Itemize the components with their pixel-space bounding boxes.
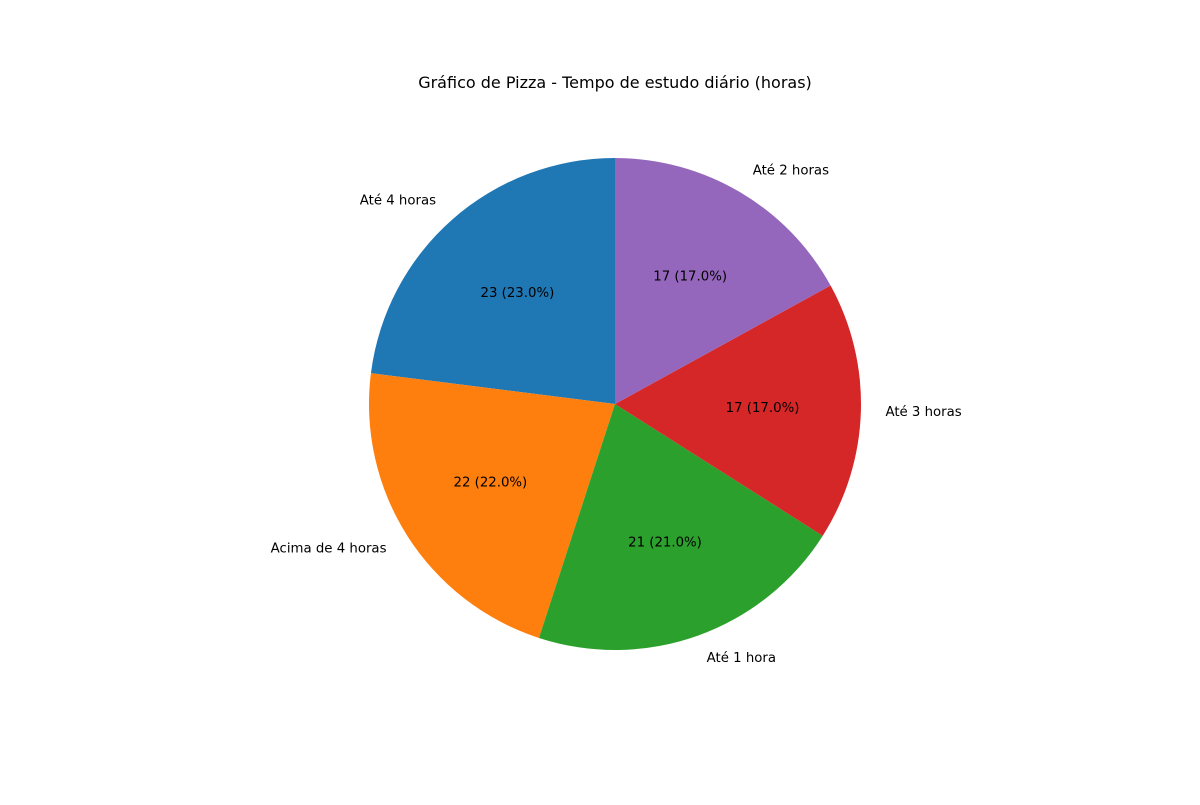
slice-value-label: 21 (21.0%): [628, 535, 702, 550]
pie-slice-ate-4-horas: [370, 158, 615, 404]
chart-title: Gráfico de Pizza - Tempo de estudo diári…: [418, 73, 812, 92]
slice-category-label: Até 1 hora: [707, 650, 776, 666]
pie-slice-acima-de-4-horas: [369, 373, 615, 638]
pie-slices: [369, 158, 862, 650]
slice-category-label: Até 4 horas: [360, 193, 436, 209]
slice-category-label: Até 2 horas: [753, 163, 829, 179]
slice-value-label: 17 (17.0%): [726, 401, 800, 416]
slice-value-label: 23 (23.0%): [481, 286, 555, 301]
pie-slice-ate-1-hora: [538, 404, 823, 650]
pie-labels: 23 (23.0%) Até 4 horas 22 (22.0%) Acima de …: [271, 163, 962, 667]
slice-value-label: 22 (22.0%): [453, 476, 527, 491]
pie-slice-ate-2-horas: [615, 158, 831, 404]
slice-value-label: 17 (17.0%): [653, 269, 727, 284]
slice-category-label: Até 3 horas: [885, 404, 961, 420]
pie-slice-ate-3-horas: [615, 285, 862, 536]
slice-category-label: Acima de 4 horas: [271, 541, 387, 556]
